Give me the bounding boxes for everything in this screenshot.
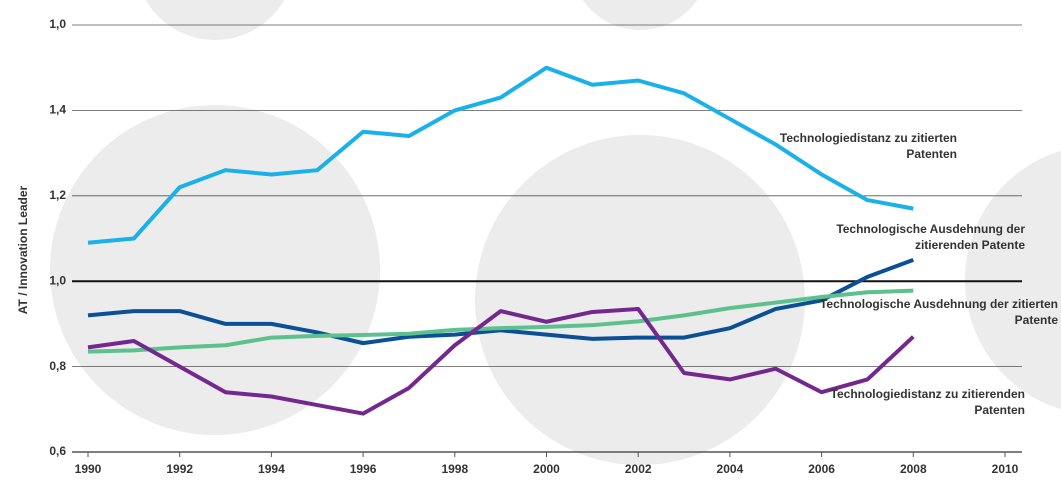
x-tick-label: 2000 — [533, 462, 560, 476]
series-label: Technologiedistanz zu zitierten Patenten — [779, 131, 957, 161]
series-line — [87, 65, 914, 245]
series-line — [87, 288, 914, 354]
x-tick-label: 2010 — [992, 462, 1019, 476]
y-tick-label: 1,2 — [49, 188, 66, 202]
series-line — [87, 306, 915, 416]
series-label: Technologische Ausdehnung der zitierten … — [819, 297, 1058, 327]
x-tick-label: 2006 — [808, 462, 835, 476]
series-label: Technologische Ausdehnung der zitierende… — [836, 222, 1025, 252]
x-tick-label: 1998 — [441, 462, 468, 476]
y-tick-label: 1,0 — [49, 273, 66, 287]
y-tick-label: 0,8 — [49, 359, 66, 373]
series-line — [87, 257, 914, 346]
x-tick-label: 2002 — [625, 462, 652, 476]
x-tick-label: 2008 — [900, 462, 927, 476]
x-tick-label: 1990 — [75, 462, 102, 476]
x-tick-label: 1994 — [258, 462, 285, 476]
y-tick-label: 0,6 — [49, 444, 66, 458]
y-axis-label: AT / Innovation Leader — [16, 185, 30, 314]
background — [50, 0, 1061, 465]
x-tick-label: 2004 — [717, 462, 744, 476]
y-tick-label: 1,4 — [49, 103, 66, 117]
series-label: Technologiedistanz zu zitierenden Patent… — [830, 387, 1025, 417]
y-tick-label: 1,0 — [49, 17, 66, 31]
x-tick-label: 1992 — [166, 462, 193, 476]
x-tick-label: 1996 — [350, 462, 377, 476]
